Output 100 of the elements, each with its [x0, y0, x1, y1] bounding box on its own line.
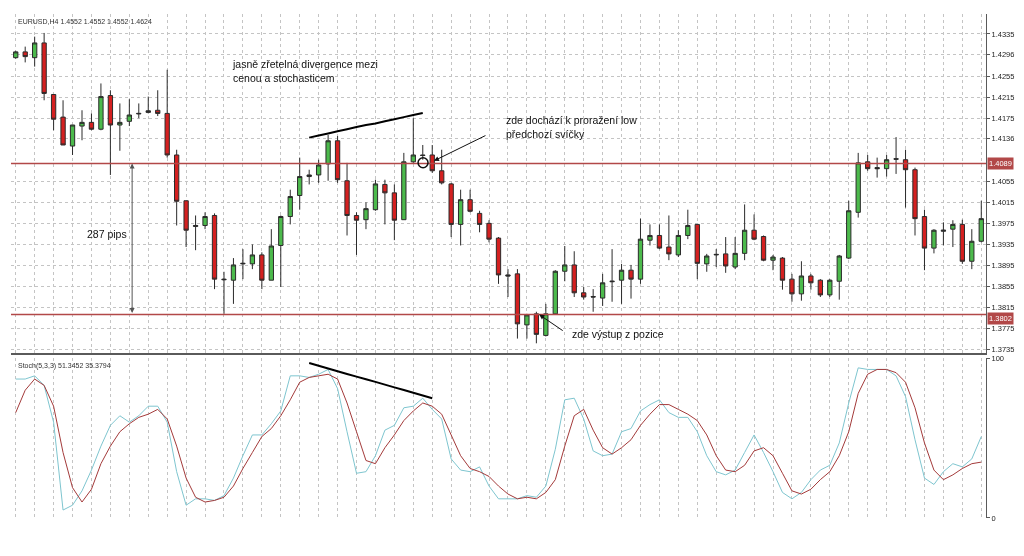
- candlestick: [817, 278, 823, 298]
- candlestick: [912, 167, 918, 236]
- candlestick: [893, 136, 899, 175]
- candlestick: [770, 254, 776, 271]
- candlestick: [581, 286, 587, 301]
- candlestick: [552, 269, 558, 316]
- candlestick: [855, 152, 861, 219]
- candlestick: [647, 223, 653, 246]
- candlestick: [846, 200, 852, 260]
- candlestick: [883, 154, 890, 178]
- candlestick: [827, 278, 833, 298]
- candlestick: [628, 264, 634, 300]
- candlestick: [476, 210, 483, 233]
- candlestick: [514, 268, 521, 340]
- candlestick: [240, 248, 246, 280]
- candlestick: [60, 99, 66, 146]
- candlestick: [789, 273, 795, 303]
- candlestick: [136, 102, 142, 119]
- candlestick: [751, 213, 757, 241]
- candlestick: [439, 149, 445, 185]
- candlestick: [457, 189, 464, 246]
- candlestick: [79, 109, 85, 141]
- candlestick: [931, 228, 937, 254]
- candlestick: [429, 144, 435, 174]
- candlestick: [467, 189, 473, 213]
- candlestick: [353, 211, 360, 256]
- candlestick: [486, 219, 492, 243]
- line-series: [308, 362, 434, 400]
- candlestick: [325, 134, 331, 182]
- candlestick: [259, 251, 265, 290]
- candlestick: [221, 271, 227, 315]
- candlestick: [874, 157, 880, 179]
- candlestick: [372, 179, 379, 212]
- candlestick: [571, 250, 577, 298]
- candlestick: [666, 214, 672, 261]
- candlestick: [599, 273, 606, 307]
- candlestick: [562, 245, 568, 282]
- candlestick: [98, 82, 104, 131]
- candlestick: [13, 50, 19, 60]
- candlestick: [268, 228, 274, 281]
- candlestick: [704, 253, 710, 273]
- candlestick: [183, 200, 189, 248]
- candlestick: [959, 219, 965, 265]
- candlestick: [297, 157, 303, 211]
- annotation: zde dochází k proražení low předchozí svíčky: [506, 114, 638, 140]
- candlestick: [723, 236, 729, 274]
- candlestick: [126, 98, 132, 127]
- candlestick: [779, 256, 786, 291]
- candlestick: [117, 102, 123, 152]
- candlestick: [107, 89, 114, 176]
- candlestick: [921, 209, 928, 271]
- candlestick: [287, 189, 293, 225]
- line-series: [308, 111, 424, 139]
- candlestick: [32, 36, 38, 68]
- candlestick: [732, 236, 738, 270]
- candlestick: [249, 243, 256, 270]
- annotation: zde výstup z pozice: [572, 328, 664, 340]
- candlestick: [344, 162, 350, 236]
- candlestick: [505, 268, 511, 298]
- candlestick: [969, 228, 975, 270]
- candlestick: [741, 203, 748, 261]
- candlestick: [145, 96, 151, 114]
- candlestick: [155, 89, 161, 117]
- candlestick: [760, 234, 767, 262]
- candlestick: [637, 218, 644, 285]
- candlestick: [940, 221, 947, 246]
- candlestick: [401, 152, 407, 221]
- annotation: 287 pips: [87, 228, 127, 240]
- candlestick: [694, 223, 700, 280]
- candlestick: [363, 201, 369, 230]
- candlestick: [495, 236, 502, 285]
- candlestick: [41, 32, 47, 101]
- candlestick: [315, 159, 322, 184]
- candlestick: [685, 209, 691, 240]
- candlestick: [278, 214, 284, 288]
- candlestick: [211, 212, 218, 290]
- candlestick: [202, 211, 208, 230]
- candlestick: [902, 149, 909, 209]
- candlestick: [618, 263, 625, 305]
- candlestick: [410, 117, 416, 164]
- candlestick: [382, 179, 388, 225]
- candlestick: [590, 288, 596, 313]
- candlestick: [675, 229, 682, 258]
- candlestick: [306, 169, 312, 185]
- candlestick: [391, 183, 398, 241]
- candlestick: [192, 214, 199, 251]
- candlestick: [524, 313, 530, 340]
- candlestick: [978, 200, 984, 243]
- candlestick: [420, 144, 426, 161]
- candlestick: [230, 257, 237, 305]
- candlestick: [22, 46, 28, 63]
- annotation: jasně zřetelná divergence mezi cenou a stochasticem: [232, 58, 378, 84]
- candlestick: [69, 124, 76, 156]
- candlestick: [713, 248, 719, 268]
- candlestick: [448, 182, 454, 238]
- candlestick: [609, 248, 615, 303]
- candlestick: [88, 112, 95, 131]
- candlestick: [164, 69, 170, 159]
- candlestick: [656, 223, 663, 250]
- candlestick: [808, 273, 814, 291]
